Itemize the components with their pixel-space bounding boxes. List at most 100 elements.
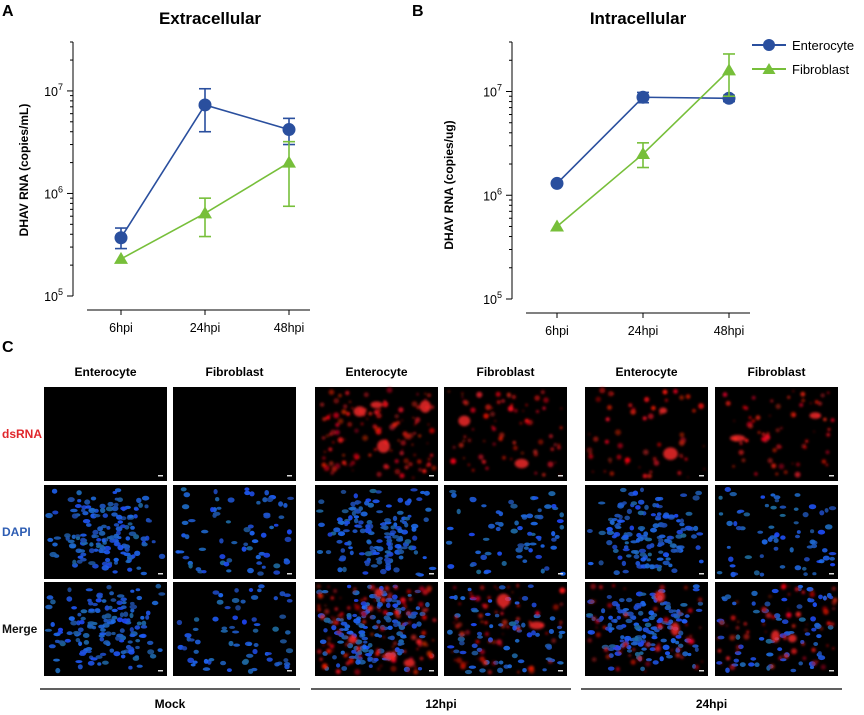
nucleus — [96, 538, 102, 542]
nucleus — [112, 570, 118, 574]
nucleus — [622, 534, 629, 539]
dsrna-speck — [801, 398, 805, 403]
nucleus — [119, 628, 125, 633]
nucleus — [337, 640, 344, 644]
nucleus — [667, 535, 673, 540]
nucleus — [128, 665, 133, 670]
nucleus — [759, 572, 765, 577]
nucleus — [89, 542, 94, 547]
dsrna-speck — [761, 432, 766, 436]
nucleus — [111, 608, 118, 613]
dsrna-speck — [403, 650, 407, 653]
nucleus — [655, 496, 662, 502]
nucleus — [190, 663, 196, 667]
dsrna-speck — [405, 610, 412, 616]
nucleus — [145, 615, 150, 620]
nucleus — [120, 650, 127, 655]
nucleus — [383, 615, 391, 621]
dsrna-speck — [426, 442, 429, 445]
nucleus — [318, 522, 325, 527]
nucleus — [718, 512, 724, 516]
nucleus — [95, 655, 103, 659]
dsrna-speck — [679, 432, 685, 438]
nucleus — [668, 619, 674, 624]
dsrna-speck — [591, 616, 597, 621]
nucleus — [377, 601, 383, 608]
dsrna-speck — [786, 612, 792, 618]
nucleus — [116, 617, 123, 623]
nucleus — [375, 557, 383, 561]
nucleus — [387, 625, 393, 630]
dsrna-speck — [345, 390, 350, 396]
nucleus — [357, 525, 363, 529]
dsrna-speck — [373, 448, 377, 451]
nucleus — [140, 625, 148, 629]
nucleus — [141, 542, 148, 547]
nucleus — [212, 590, 220, 595]
nucleus — [126, 646, 134, 650]
micrograph — [585, 582, 708, 676]
nucleus — [622, 608, 630, 611]
dsrna-speck — [615, 646, 618, 649]
nucleus — [717, 635, 725, 640]
nucleus — [273, 596, 278, 601]
micrograph-background — [173, 485, 296, 579]
dsrna-speck — [780, 426, 783, 430]
nucleus — [447, 564, 455, 569]
nucleus — [384, 535, 391, 539]
dsrna-speck — [343, 404, 348, 409]
dsrna-speck — [342, 453, 345, 457]
dsrna-speck — [771, 463, 777, 469]
dsrna-speck — [418, 467, 422, 472]
nucleus — [348, 546, 353, 550]
nucleus — [130, 589, 135, 593]
nucleus — [697, 601, 704, 606]
nucleus — [387, 545, 393, 551]
nucleus — [620, 487, 627, 493]
nucleus — [670, 548, 678, 553]
nucleus — [370, 564, 378, 568]
nucleus — [394, 544, 402, 549]
nucleus — [511, 653, 518, 659]
nucleus — [675, 635, 682, 639]
dsrna-speck — [588, 451, 593, 455]
dsrna-speck — [347, 421, 353, 427]
dsrna-speck — [476, 391, 483, 398]
dsrna-speck — [416, 459, 422, 464]
chart-title: Intracellular — [590, 9, 687, 28]
nucleus — [682, 651, 689, 657]
dsrna-speck — [589, 599, 595, 604]
nucleus — [507, 664, 512, 669]
nucleus — [626, 649, 633, 653]
nucleus — [226, 569, 232, 573]
nucleus — [404, 500, 411, 506]
nucleus — [622, 569, 629, 574]
nucleus — [183, 492, 191, 498]
nucleus — [241, 546, 247, 552]
dsrna-speck — [825, 463, 829, 467]
nucleus — [385, 612, 394, 616]
nucleus — [796, 604, 803, 609]
nucleus — [97, 526, 103, 532]
chart-intracellular: Intracellular DHAV RNA (copies/ug) 10510… — [442, 9, 750, 338]
dsrna-speck — [618, 650, 622, 654]
dsrna-speck — [675, 652, 681, 658]
dsrna-speck — [379, 626, 385, 632]
scale-bar — [558, 670, 563, 672]
nucleus — [635, 505, 641, 510]
nucleus — [135, 645, 140, 650]
nucleus — [410, 488, 418, 492]
nucleus — [743, 512, 751, 517]
dsrna-speck — [534, 471, 538, 475]
nucleus — [641, 634, 647, 639]
series-fibroblast — [550, 53, 736, 232]
nucleus — [367, 643, 373, 648]
legend-item-fibroblast: Fibroblast — [752, 62, 849, 77]
nucleus — [417, 667, 423, 671]
nucleus — [665, 557, 671, 561]
nucleus — [120, 551, 127, 555]
nucleus — [260, 532, 267, 538]
dsrna-speck — [755, 415, 761, 421]
